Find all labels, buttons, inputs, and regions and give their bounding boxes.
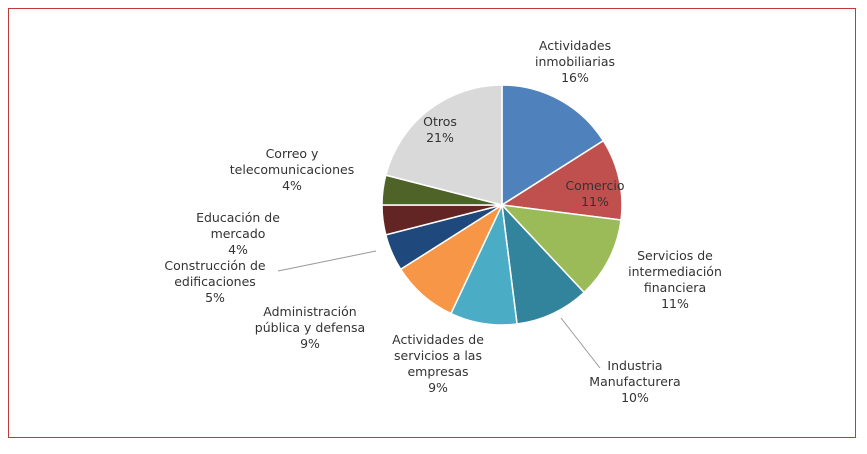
category-name: Correo y telecomunicaciones: [229, 146, 355, 177]
category-name: Administración pública y defensa: [254, 304, 366, 335]
pie-slice: [500, 202, 586, 325]
value-label: 4%: [228, 242, 248, 257]
pie-slice: [384, 84, 503, 206]
category-name: Otros: [423, 114, 457, 129]
slice-label: Administración pública y defensa 9%: [245, 304, 375, 352]
slice-label: Actividades inmobiliarias 16%: [510, 38, 640, 86]
leader-line: [560, 317, 601, 369]
value-label: 11%: [581, 194, 609, 209]
value-label: 11%: [661, 296, 689, 311]
leader-line: [277, 250, 377, 272]
slice-label: Correo y telecomunicaciones 4%: [217, 146, 367, 194]
value-label: 4%: [282, 178, 302, 193]
slice-label: Industria Manufacturera 10%: [575, 358, 695, 406]
category-name: Educación de mercado: [196, 210, 280, 241]
category-name: Servicios de intermediación financiera: [628, 248, 722, 295]
category-name: Construcción de edificaciones: [164, 258, 266, 289]
value-label: 9%: [300, 336, 320, 351]
slice-label: Otros 21%: [400, 114, 480, 146]
category-name: Industria Manufacturera: [589, 358, 681, 389]
slice-label: Construcción de edificaciones 5%: [150, 258, 280, 306]
value-label: 21%: [426, 130, 454, 145]
category-name: Actividades de servicios a las empresas: [392, 332, 484, 379]
pie-slice: [499, 139, 623, 221]
value-label: 16%: [561, 70, 589, 85]
slice-label: Educación de mercado 4%: [183, 210, 293, 258]
value-label: 10%: [621, 390, 649, 405]
pie-slice: [500, 203, 622, 294]
pie-slice: [501, 84, 605, 207]
category-name: Comercio: [565, 178, 625, 193]
slice-label: Servicios de intermediación financiera 11…: [610, 248, 740, 312]
value-label: 9%: [428, 380, 448, 395]
value-label: 5%: [205, 290, 225, 305]
category-name: Actividades inmobiliarias: [534, 38, 616, 69]
slice-label: Actividades de servicios a las empresas 9…: [368, 332, 508, 396]
frame: [8, 8, 856, 438]
slice-label: Comercio 11%: [550, 178, 640, 210]
